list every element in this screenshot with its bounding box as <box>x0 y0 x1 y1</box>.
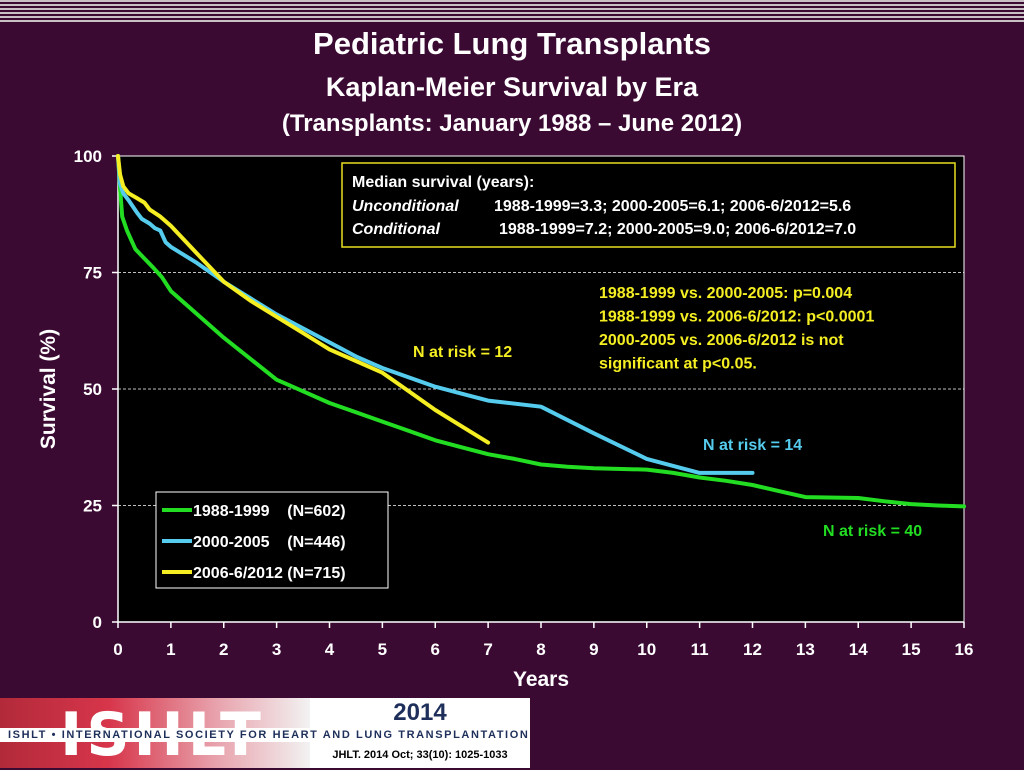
x-tick-label: 14 <box>849 640 868 659</box>
y-tick-label: 25 <box>83 497 102 516</box>
legend-box <box>155 491 389 589</box>
x-tick-label: 9 <box>589 640 598 659</box>
x-tick-label: 2 <box>219 640 228 659</box>
logo-strip <box>0 728 530 742</box>
chart-title: Pediatric Lung Transplants <box>313 26 711 61</box>
median-row1-label: Unconditional <box>352 198 459 215</box>
median-box-title: Median survival (years): <box>352 174 534 191</box>
y-axis-title: Survival (%) <box>37 329 60 449</box>
report-year: 2014 <box>310 698 530 728</box>
series-line-1 <box>116 154 966 509</box>
x-tick-label: 12 <box>743 640 762 659</box>
median-row2-values: 1988-1999=7.2; 2000-2005=9.0; 2006-6/201… <box>499 221 856 238</box>
pvalue-line: 2000-2005 vs. 2006-6/2012 is not <box>599 332 844 349</box>
y-tick-label: 50 <box>83 380 102 399</box>
ishlt-logo: ISHLT ISHLT • INTERNATIONAL SOCIETY FOR … <box>0 698 530 770</box>
y-tick-label: 75 <box>83 264 102 283</box>
x-tick-label: 15 <box>902 640 921 659</box>
pvalue-line: 1988-1999 vs. 2000-2005: p=0.004 <box>599 285 852 302</box>
median-row2-label: Conditional <box>352 221 441 238</box>
society-name: ISHLT • INTERNATIONAL SOCIETY FOR HEART … <box>8 729 530 741</box>
pvalue-line: significant at p<0.05. <box>599 356 757 373</box>
median-row1-values: 1988-1999=3.3; 2000-2005=6.1; 2006-6/201… <box>494 198 851 215</box>
y-tick-label: 100 <box>74 147 102 166</box>
legend-label-2: 2000-2005 (N=446) <box>193 534 346 551</box>
x-tick-label: 13 <box>796 640 815 659</box>
x-tick-label: 3 <box>272 640 281 659</box>
x-tick-label: 5 <box>378 640 387 659</box>
top-decorative-stripes <box>0 0 1024 22</box>
x-tick-label: 16 <box>955 640 974 659</box>
series-line-2 <box>116 154 755 475</box>
legend-label-3: 2006-6/2012 (N=715) <box>193 565 346 582</box>
x-axis-title: Years <box>513 668 569 691</box>
x-tick-label: 0 <box>113 640 122 659</box>
n-at-risk-1988-label: N at risk = 40 <box>823 523 922 540</box>
x-tick-label: 6 <box>431 640 440 659</box>
x-tick-label: 8 <box>536 640 545 659</box>
x-tick-label: 7 <box>483 640 492 659</box>
pvalue-line: 1988-1999 vs. 2006-6/2012: p<0.0001 <box>599 309 874 326</box>
chart-subtitle: Kaplan-Meier Survival by Era <box>325 72 699 102</box>
median-survival-box <box>341 162 956 248</box>
x-tick-label: 4 <box>325 640 335 659</box>
y-tick-label: 0 <box>93 613 102 632</box>
legend-label-1: 1988-1999 (N=602) <box>193 503 346 520</box>
n-at-risk-2000-label: N at risk = 14 <box>703 437 802 454</box>
x-tick-label: 11 <box>691 640 709 659</box>
n-at-risk-2006-label: N at risk = 12 <box>413 344 512 361</box>
x-tick-label: 1 <box>166 640 175 659</box>
journal-citation: JHLT. 2014 Oct; 33(10): 1025-1033 <box>310 742 530 768</box>
x-tick-label: 10 <box>637 640 656 659</box>
chart-note: (Transplants: January 1988 – June 2012) <box>281 110 743 137</box>
series-line-3 <box>116 154 491 445</box>
